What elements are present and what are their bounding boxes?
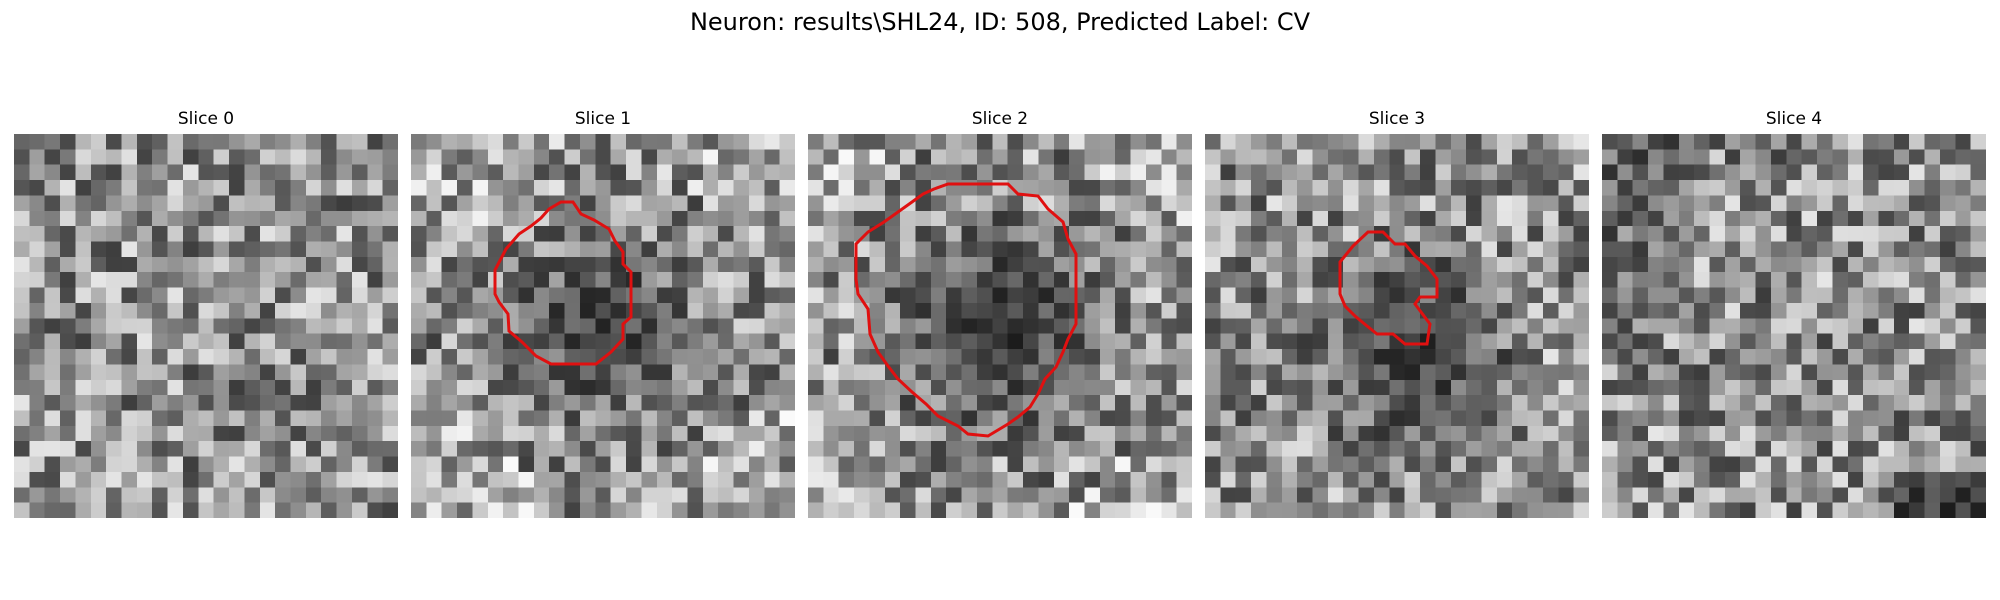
slice-0-pixels [14, 134, 398, 518]
slice-0-title: Slice 0 [177, 109, 235, 129]
slice-1-roi-outline [493, 200, 633, 366]
slice-2-contour [854, 182, 1078, 438]
slice-1-pixels [411, 134, 795, 518]
figure-title: Neuron: results\SHL24, ID: 508, Predicte… [689, 8, 1311, 36]
slice-1-title: Slice 1 [574, 109, 632, 129]
slice-1-image [411, 134, 795, 518]
slice-3-roi-outline [1338, 230, 1439, 346]
slice-2-roi-outline [854, 182, 1078, 438]
slice-3-contour [1338, 230, 1439, 346]
slice-0-image [14, 134, 398, 518]
slice-3-title: Slice 3 [1368, 109, 1426, 129]
slice-2-pixels [808, 134, 1192, 518]
slice-3-pixels [1205, 134, 1589, 518]
slice-4-title: Slice 4 [1765, 109, 1823, 129]
slice-2-image [808, 134, 1192, 518]
slice-2-title: Slice 2 [971, 109, 1029, 129]
slice-3-image [1205, 134, 1589, 518]
slice-4-pixels [1602, 134, 1986, 518]
slice-4-image [1602, 134, 1986, 518]
slice-1-contour [493, 200, 633, 366]
